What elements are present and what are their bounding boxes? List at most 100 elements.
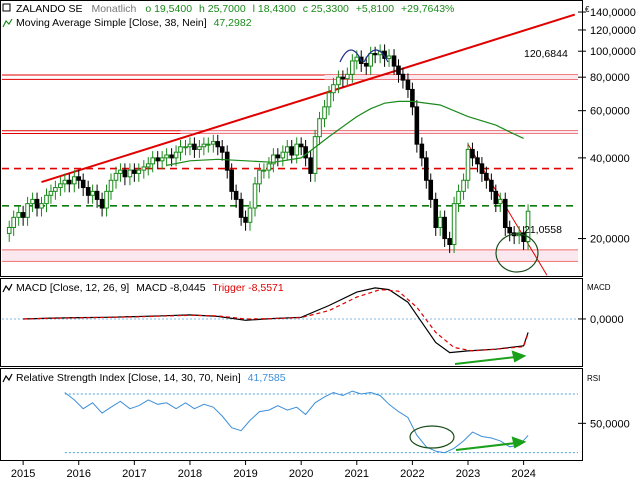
candle-body: [442, 216, 447, 240]
candle-body: [44, 194, 49, 205]
candle-body: [386, 55, 392, 59]
period-label: Monatlich: [91, 3, 136, 15]
candle-body: [308, 157, 313, 174]
resistance-zone-fill: [324, 75, 578, 80]
trend-line: [41, 13, 576, 183]
candle-body: [350, 60, 355, 75]
sma-legend-value: 47,2982: [214, 17, 252, 29]
currency-symbol: €: [585, 5, 590, 14]
candle-body: [303, 146, 308, 159]
price-low-ellipse: [495, 233, 539, 273]
head-shoulders-left-arc: [339, 49, 363, 63]
candle-body: [363, 62, 369, 67]
rsi-lines: 50,0000: [64, 390, 630, 454]
candle-body: [211, 141, 216, 145]
candle-body: [122, 169, 128, 178]
candle-body: [447, 238, 452, 246]
candle-body: [141, 166, 147, 171]
candle-body: [215, 141, 221, 148]
trigger-legend-value: Trigger -8,5571: [212, 282, 284, 294]
candle-body: [127, 169, 133, 178]
candle-body: [497, 198, 503, 205]
candle-body: [206, 143, 211, 146]
candle-body: [405, 79, 411, 90]
candle-body: [465, 148, 471, 181]
macd-panel: [0, 278, 583, 367]
price-axis-tick-label: 60,0000: [590, 106, 630, 118]
low-value: l 18,4300: [253, 3, 296, 15]
candlesticks: [6, 44, 531, 253]
candle-body: [294, 143, 300, 156]
candle-body: [243, 216, 248, 223]
candle-body: [331, 84, 336, 94]
candle-body: [164, 154, 169, 159]
trend-value-label: 120,6844: [524, 48, 568, 60]
candle-body: [34, 198, 40, 209]
rsi-low-ellipse: [409, 425, 455, 449]
x-axis-tick-label: 2018: [178, 468, 202, 480]
candle-body: [145, 163, 151, 168]
candle-body: [169, 154, 174, 159]
horizontal-levels: [2, 74, 578, 262]
rsi-panel: [0, 368, 583, 461]
macd-legend-label: MACD [Close, 12, 26, 9]: [16, 282, 129, 294]
price-axis-tick-label: 80,0000: [590, 72, 630, 84]
macd-axis-tick-label: 0,0000: [590, 314, 624, 326]
candle-body: [502, 198, 508, 228]
candle-body: [521, 232, 526, 243]
macd-arrowhead: [511, 350, 527, 363]
candle-body: [197, 146, 202, 150]
trigger-line: [23, 288, 529, 352]
candle-body: [322, 106, 327, 120]
candle-body: [192, 143, 197, 150]
price-panel: [0, 0, 583, 277]
candle-body: [238, 198, 244, 218]
macd-legend: MACD [Close, 12, 26, 9] MACD -8,0445 Tri…: [2, 282, 611, 294]
candle-body: [326, 92, 332, 108]
sma-line: [166, 100, 524, 166]
support-zone-fill: [2, 250, 578, 261]
candle-body: [266, 163, 272, 171]
candle-body: [71, 176, 77, 185]
candle-body: [94, 190, 100, 200]
candle-body: [261, 169, 267, 172]
head-shoulders-right-arc: [363, 49, 389, 63]
candle-body: [178, 146, 183, 153]
candle-body: [391, 55, 397, 67]
candle-body: [257, 169, 262, 185]
candle-body: [233, 190, 239, 200]
indicator-swatch: [2, 3, 11, 12]
candle-body: [475, 157, 480, 165]
candle-body: [90, 190, 95, 196]
candle-body: [437, 216, 443, 228]
sma-legend-label: Moving Average Simple [Close, 38, Nein]: [16, 17, 207, 29]
svg-text:Moving Average Simple [Close,: Moving Average Simple [Close, 38, Nein] …: [16, 17, 252, 29]
candle-body: [507, 226, 513, 234]
candle-body: [423, 157, 429, 181]
price-axis-tick-label: 40,0000: [590, 153, 630, 165]
candle-body: [76, 176, 82, 181]
candle-body: [312, 136, 318, 174]
candle-body: [132, 169, 137, 174]
candle-body: [461, 179, 466, 192]
candle-body: [183, 146, 188, 149]
macd-legend-swatch: [2, 283, 13, 293]
candle-body: [410, 88, 415, 108]
candle-body: [99, 198, 105, 209]
candle-body: [62, 179, 68, 185]
candle-body: [25, 203, 30, 218]
candle-body: [30, 198, 35, 205]
macd-lines: 0,0000: [2, 287, 624, 354]
change-pct-value: +29,7643%: [401, 3, 454, 15]
change-value: +5,8100: [356, 3, 394, 15]
candle-body: [289, 146, 295, 156]
svg-text:Relative Strength Index [Close: Relative Strength Index [Close, 14, 30, …: [16, 372, 286, 384]
candle-body: [525, 210, 531, 243]
open-value: o 19,5400: [145, 3, 192, 15]
candle-body: [271, 154, 276, 165]
svg-text:ZALANDO SE Monatlich: ZALANDO SE Monatlich o 19,5400 h 25,7000…: [16, 3, 454, 15]
candle-body: [340, 76, 346, 80]
candle-body: [187, 143, 193, 148]
candle-body: [155, 157, 161, 162]
